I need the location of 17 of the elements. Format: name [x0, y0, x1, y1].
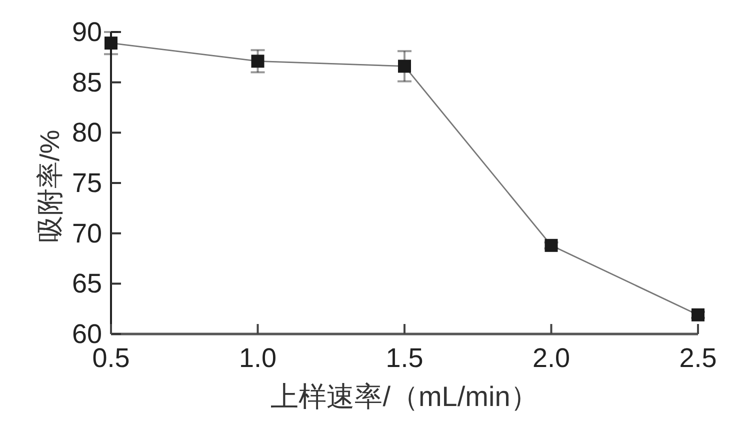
- y-tick-label: 75: [72, 168, 102, 198]
- y-tick-label: 65: [72, 268, 102, 299]
- x-axis-title: 上样速率/（mL/min）: [270, 381, 538, 412]
- y-tick-label: 80: [72, 118, 102, 148]
- x-tick-label: 2.0: [532, 343, 570, 373]
- y-axis-title: 吸附率/%: [35, 130, 65, 242]
- point: [104, 36, 118, 50]
- x-tick-label: 1.0: [238, 343, 277, 373]
- point: [398, 60, 411, 73]
- point: [692, 308, 704, 322]
- y-tick-label: 85: [72, 67, 102, 98]
- point: [251, 54, 264, 68]
- point: [544, 238, 558, 252]
- y-tick-label: 90: [72, 17, 102, 47]
- x-tick-label: 1.5: [386, 343, 424, 373]
- y-tick-label: 70: [72, 218, 102, 248]
- x-tick-label: 2.5: [679, 343, 717, 373]
